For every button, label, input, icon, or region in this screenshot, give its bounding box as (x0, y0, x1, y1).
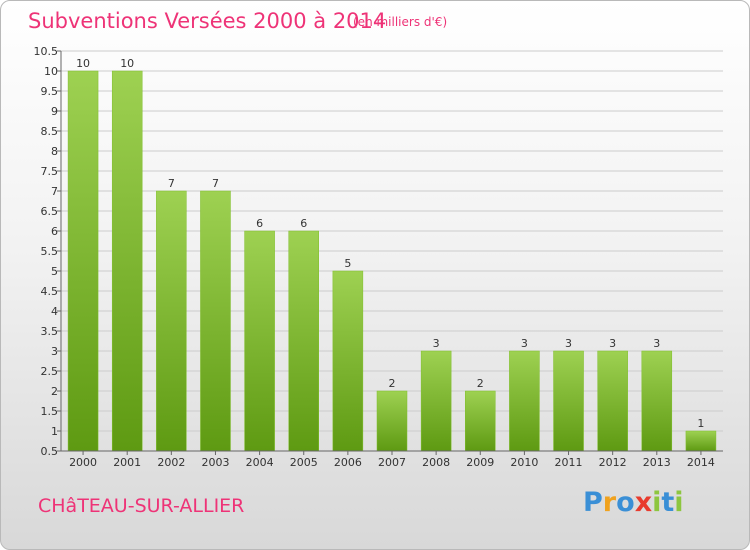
data-label-2006: 5 (344, 257, 351, 270)
x-tick-label-2005: 2005 (290, 456, 318, 469)
y-tick-label: 9.5 (41, 85, 59, 98)
x-axis: 2000 2001 2002 2003 2004 2005 2006 2007 2008 2009… (61, 450, 723, 469)
x-tick-label-2014: 2014 (687, 456, 715, 469)
y-tick-label: 10 (44, 65, 58, 78)
bar-2012 (597, 350, 628, 452)
y-tick-label: 3.5 (41, 325, 59, 338)
logo-letter: i (674, 487, 684, 518)
bar-2011 (553, 350, 584, 452)
y-tick-label: 0.5 (41, 445, 59, 458)
data-label-2009: 2 (477, 377, 484, 390)
data-label-2010: 3 (521, 337, 528, 350)
y-tick-label: 6 (51, 225, 58, 238)
y-tick-label: 1.5 (41, 405, 59, 418)
data-label-2005: 6 (300, 217, 307, 230)
y-tick-label: 10.5 (34, 45, 59, 58)
bar-2004 (244, 230, 275, 452)
bar-2008 (420, 350, 452, 452)
x-tick-label-2007: 2007 (378, 456, 406, 469)
logo-letter: x (634, 487, 653, 518)
y-tick-label: 9 (51, 105, 58, 118)
data-label-2004: 6 (256, 217, 263, 230)
x-tick-label-2003: 2003 (201, 456, 229, 469)
y-tick-label: 2 (51, 385, 58, 398)
data-label-2003: 7 (212, 177, 219, 190)
bar-2005 (288, 230, 319, 452)
bar-2007 (376, 390, 408, 452)
y-tick-label: 6.5 (41, 205, 59, 218)
y-tick-label: 7 (51, 185, 58, 198)
y-tick-label: 7.5 (41, 165, 59, 178)
data-label-2002: 7 (168, 177, 175, 190)
bar-2002 (156, 190, 187, 452)
data-label-2011: 3 (565, 337, 572, 350)
bar-2003 (200, 190, 231, 452)
x-tick-label-2008: 2008 (422, 456, 450, 469)
y-tick-label: 5.5 (41, 245, 59, 258)
logo-letter: P (583, 487, 603, 518)
logo-letter: t (661, 487, 675, 518)
commune-name: CHâTEAU-SUR-ALLIER (38, 495, 245, 517)
x-tick-label-2001: 2001 (113, 456, 141, 469)
chart-title: Subventions Versées 2000 à 2014 (28, 9, 387, 33)
y-axis: 0.5 1 1.5 2 2.5 3 3.5 4 4.5 5 5.5 6 6.5 7 7.5 8 8.5 9 9.5 1… (34, 45, 62, 458)
x-tick-label-2000: 2000 (69, 456, 97, 469)
data-label-2008: 3 (433, 337, 440, 350)
logo-letter: o (616, 487, 635, 518)
x-tick-label-2002: 2002 (157, 456, 185, 469)
x-tick-label-2009: 2009 (466, 456, 494, 469)
y-tick-label: 1 (51, 425, 58, 438)
logo-letter: i (652, 487, 662, 518)
proxiti-logo[interactable]: Proxiti (583, 487, 684, 518)
bar-2001 (111, 70, 143, 452)
y-tick-label: 4 (51, 305, 58, 318)
y-tick-label: 8 (51, 145, 58, 158)
y-tick-label: 8.5 (41, 125, 59, 138)
x-tick-label-2004: 2004 (246, 456, 274, 469)
x-tick-label-2010: 2010 (510, 456, 538, 469)
x-tick-label-2013: 2013 (643, 456, 671, 469)
bar-2000 (67, 70, 99, 452)
y-tick-label: 4.5 (41, 285, 59, 298)
y-tick-label: 5 (51, 265, 58, 278)
data-label-2000: 10 (76, 57, 90, 70)
chart-subtitle: (en milliers d'€) (353, 15, 448, 29)
y-tick-label: 3 (51, 345, 58, 358)
bars (67, 70, 717, 452)
data-label-2014: 1 (697, 417, 704, 430)
x-tick-label-2006: 2006 (334, 456, 362, 469)
data-label-2001: 10 (120, 57, 134, 70)
y-tick-label: 2.5 (41, 365, 59, 378)
bar-2010 (509, 350, 540, 452)
data-label-2013: 3 (653, 337, 660, 350)
bar-2009 (465, 390, 496, 452)
x-tick-label-2012: 2012 (599, 456, 627, 469)
data-labels: 10 10 7 7 6 6 5 2 3 2 3 3 3 3 1 (76, 57, 704, 430)
data-label-2012: 3 (609, 337, 616, 350)
bar-2006 (332, 270, 364, 452)
bar-2014 (685, 430, 717, 452)
logo-letter: r (602, 487, 617, 518)
data-label-2007: 2 (389, 377, 396, 390)
x-tick-label-2011: 2011 (555, 456, 583, 469)
bar-2013 (641, 350, 673, 452)
